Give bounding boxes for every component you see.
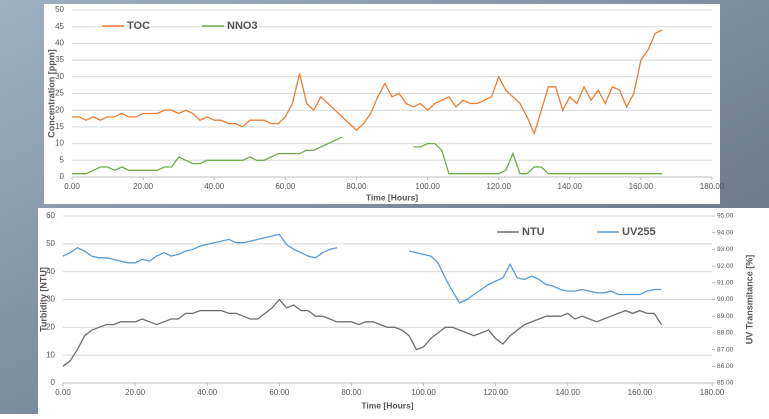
y-axis-title: Concentration [ppm] (46, 49, 56, 138)
x-tick-label: 140.00 (558, 182, 583, 191)
series-line (72, 29, 663, 136)
y-tick-label: 45 (55, 22, 64, 31)
y2-tick-label: 95.00 (717, 213, 734, 220)
x-tick-label: 140.00 (556, 388, 581, 397)
y2-tick-label: 90.00 (717, 296, 734, 303)
legend-label: NNO3 (227, 20, 258, 32)
x-tick-label: 20.00 (133, 182, 154, 191)
legend-label: TOC (127, 20, 150, 32)
y-tick-label: 30 (46, 295, 55, 304)
y-tick-label: 40 (46, 267, 55, 276)
series-line (62, 298, 663, 367)
y-tick-label: 50 (55, 5, 64, 14)
y2-tick-label: 85.00 (717, 380, 734, 387)
y2-tick-label: 91.00 (717, 280, 734, 287)
x-tick-label: 80.00 (346, 182, 367, 191)
y-tick-label: 5 (60, 155, 65, 164)
y2-tick-label: 93.00 (717, 246, 734, 253)
y2-tick-label: 94.00 (717, 229, 734, 236)
series-line (72, 136, 663, 175)
legend-label: NTU (522, 226, 545, 238)
x-tick-label: 40.00 (204, 182, 225, 191)
y-tick-label: 10 (55, 139, 64, 148)
x-tick-label: 100.00 (415, 182, 440, 191)
y2-axis-title: UV Transmitance [%] (744, 255, 754, 345)
x-tick-label: 180.00 (700, 182, 725, 191)
x-tick-label: 0.00 (64, 182, 80, 191)
x-tick-label: 120.00 (483, 388, 508, 397)
x-tick-label: 120.00 (486, 182, 511, 191)
y2-tick-label: 88.00 (717, 330, 734, 337)
x-tick-label: 100.00 (411, 388, 436, 397)
x-tick-label: 20.00 (125, 388, 146, 397)
x-tick-label: 60.00 (269, 388, 290, 397)
y2-tick-label: 86.00 (717, 363, 734, 370)
y-tick-label: 15 (55, 122, 64, 131)
x-tick-label: 160.00 (629, 182, 654, 191)
y-tick-label: 25 (55, 89, 64, 98)
y-tick-label: 35 (55, 55, 64, 64)
x-axis-title: Time [Hours] (366, 192, 418, 202)
legend-label: UV255 (622, 226, 656, 238)
y2-tick-label: 92.00 (717, 263, 734, 270)
x-tick-label: 0.00 (55, 388, 71, 397)
y-tick-label: 50 (46, 239, 55, 248)
y-tick-label: 0 (60, 172, 65, 181)
y2-tick-label: 89.00 (717, 313, 734, 320)
y-tick-label: 0 (51, 378, 56, 387)
y-tick-label: 20 (55, 105, 64, 114)
y-axis-title: Turbidity [NTU] (38, 267, 48, 332)
chart-panel (38, 208, 769, 414)
y2-tick-label: 87.00 (717, 346, 734, 353)
y-tick-label: 60 (46, 211, 55, 220)
series-line (62, 233, 662, 304)
y-tick-label: 20 (46, 322, 55, 331)
x-tick-label: 160.00 (628, 388, 653, 397)
y-tick-label: 30 (55, 72, 64, 81)
x-tick-label: 80.00 (341, 388, 362, 397)
x-tick-label: 180.00 (700, 388, 725, 397)
x-tick-label: 60.00 (275, 182, 296, 191)
y-tick-label: 40 (55, 39, 64, 48)
y-tick-label: 10 (46, 350, 55, 359)
x-tick-label: 40.00 (197, 388, 218, 397)
x-axis-title: Time [Hours] (361, 400, 413, 410)
